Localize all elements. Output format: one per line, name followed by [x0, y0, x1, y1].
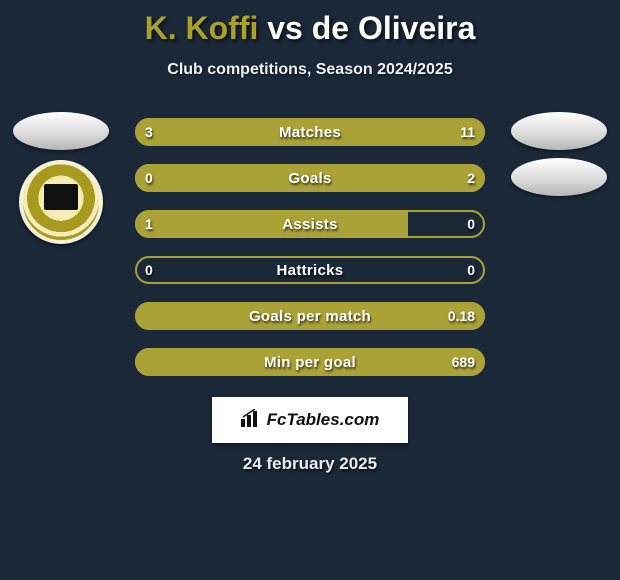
left-avatars: [6, 112, 116, 244]
stat-label: Assists: [135, 210, 485, 238]
stat-label: Goals per match: [135, 302, 485, 330]
stat-row: 10Assists: [135, 210, 485, 238]
player2-club-badge: [511, 158, 607, 196]
date-text: 24 february 2025: [0, 454, 620, 474]
stat-row: 311Matches: [135, 118, 485, 146]
stat-row: 0.18Goals per match: [135, 302, 485, 330]
player1-club-badge: [19, 160, 103, 244]
player1-name: K. Koffi: [145, 10, 259, 46]
stat-label: Hattricks: [135, 256, 485, 284]
stat-row: 00Hattricks: [135, 256, 485, 284]
fctables-logo-icon: [241, 409, 261, 432]
stat-row: 689Min per goal: [135, 348, 485, 376]
footer-brand-text: FcTables.com: [267, 410, 380, 430]
player1-avatar: [13, 112, 109, 150]
stat-label: Goals: [135, 164, 485, 192]
right-avatars: [504, 112, 614, 196]
vs-text: vs: [267, 10, 303, 46]
player2-name: de Oliveira: [312, 10, 476, 46]
comparison-title: K. Koffi vs de Oliveira: [0, 0, 620, 47]
subtitle: Club competitions, Season 2024/2025: [0, 61, 620, 79]
stat-label: Matches: [135, 118, 485, 146]
player2-avatar: [511, 112, 607, 150]
footer-banner: FcTables.com: [212, 397, 408, 443]
stats-bars: 311Matches 02Goals 10Assists 00Hattricks 0.1…: [135, 118, 485, 376]
stat-row: 02Goals: [135, 164, 485, 192]
stat-label: Min per goal: [135, 348, 485, 376]
